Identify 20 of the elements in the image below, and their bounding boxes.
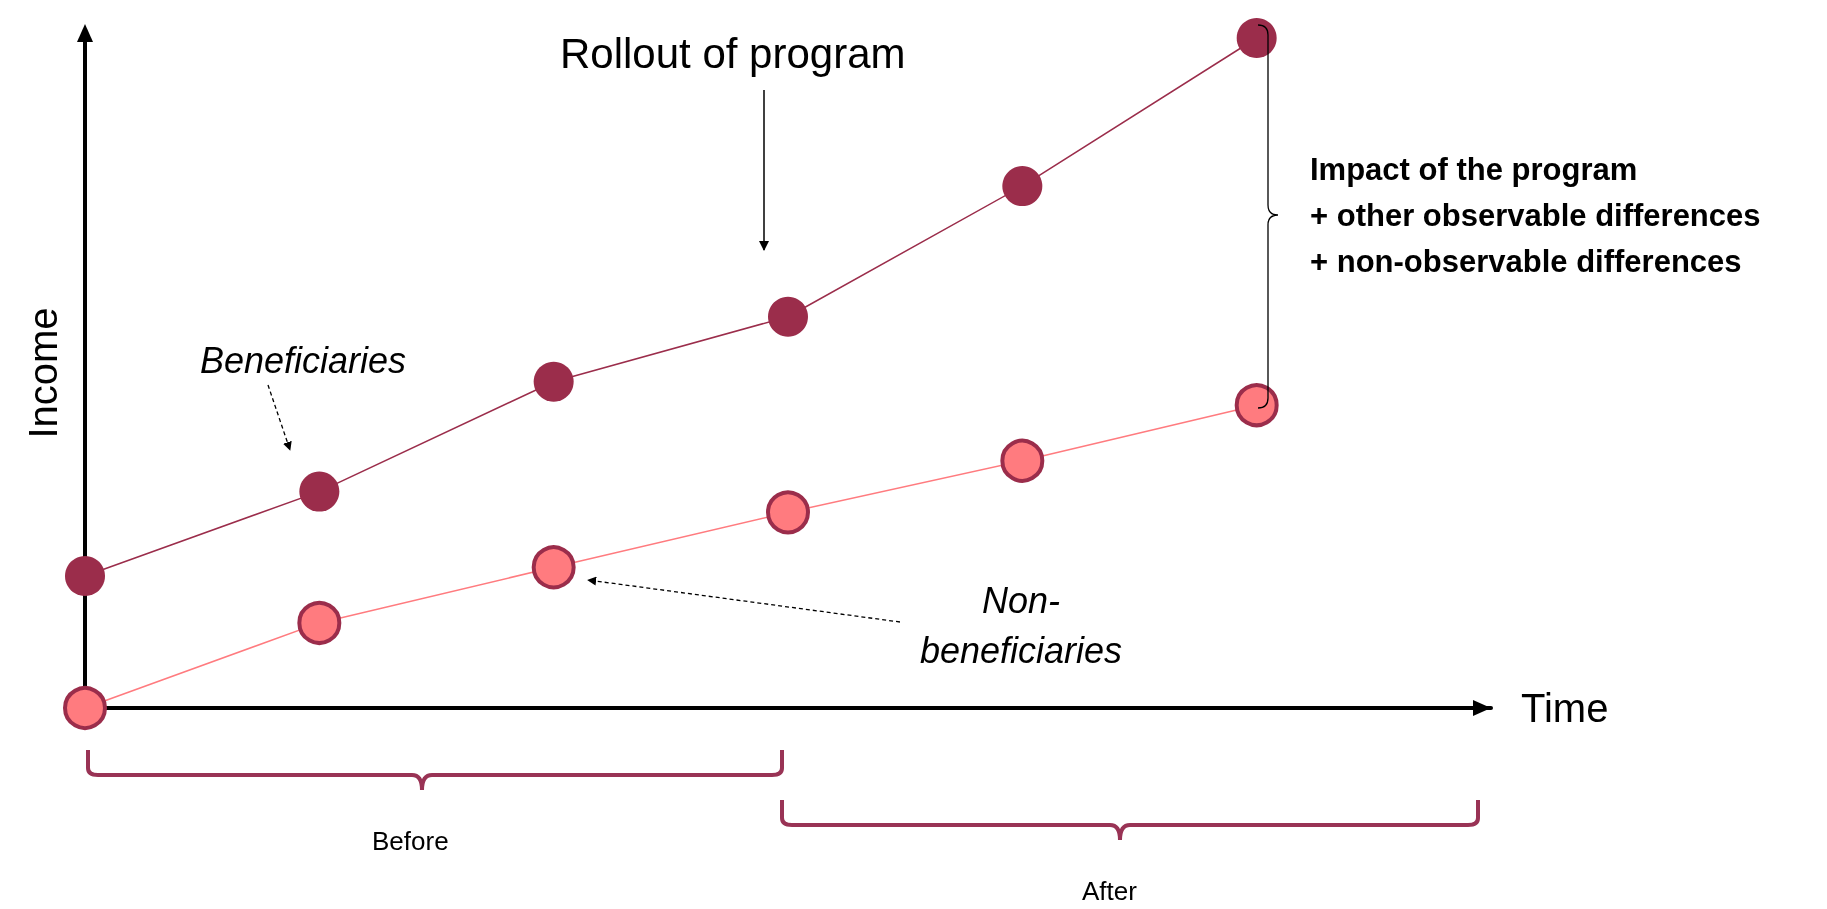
text: Before — [372, 826, 449, 856]
point — [299, 471, 340, 512]
point — [1234, 383, 1279, 428]
point — [63, 686, 107, 730]
point — [297, 600, 342, 645]
annotation: Rollout of program — [560, 29, 906, 77]
point — [1002, 166, 1043, 207]
x-axis-title: Time — [1521, 686, 1609, 730]
point — [533, 361, 574, 402]
point — [1000, 438, 1045, 483]
series-label: Beneficiaries — [200, 339, 407, 381]
point — [768, 296, 808, 337]
annotation: Impact of the program + other observable differences + non-observable differences — [1310, 151, 1761, 279]
y-axis-title: Income — [21, 307, 65, 439]
point — [531, 545, 576, 590]
text: Non-beneficiaries — [919, 579, 1123, 671]
point — [766, 490, 810, 535]
text: After — [1082, 876, 1138, 906]
point — [1236, 18, 1277, 58]
point — [65, 556, 105, 596]
